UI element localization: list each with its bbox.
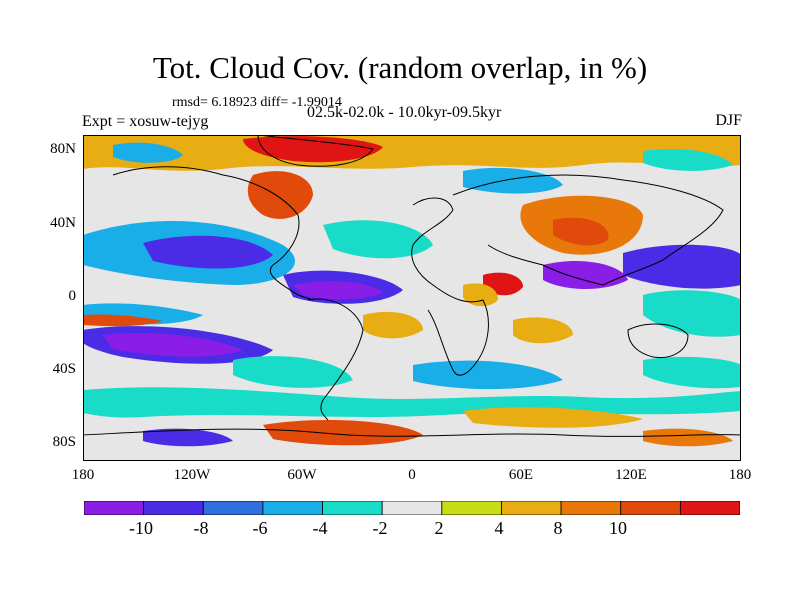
lat-label-80s: 80S [52,434,76,450]
coastlines [83,135,741,437]
lon-label-60w: 60W [287,467,317,483]
indian-ocean-orange [513,317,573,344]
lon-label-120w: 120W [173,467,211,483]
north-atlantic-cyan-patch [323,220,433,259]
colorbar-label: -2 [372,518,388,538]
season-label: DJF [715,112,742,129]
west-pacific-indigo-band [623,244,741,289]
colorbar-swatch [202,501,264,515]
colorbar-label: -8 [193,518,209,538]
greenland-coast [257,135,374,167]
lon-label-180e: 180 [728,467,752,483]
alaska-blue-patch [113,142,183,163]
cloud-cover-map [83,135,741,461]
colorbar-swatch [322,501,383,515]
colorbar-swatch [381,501,443,515]
lat-label-80n: 80N [50,141,76,157]
india-purple-patch [543,260,628,290]
stats-text: rmsd= 6.18923 diff= -1.99014 [172,95,342,110]
ne-siberia-cyan-patch [643,148,733,171]
colorbar-swatch [679,501,740,515]
colorbar-label: 2 [434,518,444,538]
colorbar-swatch [501,501,562,515]
colorbar-swatch [620,501,681,515]
atlantic-tropical-purple [293,281,383,300]
colorbar-label: 4 [494,518,504,538]
colorbar-label: -6 [252,518,268,538]
antarctic-indigo-patch [143,428,233,447]
siberia-blue-patch [463,167,563,194]
colorbar-label: 8 [553,518,563,538]
east-antarctic-orange [643,428,733,447]
colorbar-label: -10 [129,518,153,538]
colorbar [84,501,740,515]
lon-label-120e: 120E [615,467,647,483]
asia-red-core [553,217,609,246]
period-label: 02.5k-02.0k - 10.0kyr-09.5kyr [307,104,502,121]
colorbar-swatch [143,501,204,515]
colorbar-swatch [560,501,622,515]
lat-label-40s: 40S [52,361,76,377]
tasman-cyan [643,356,741,389]
lat-label-eq: 0 [68,288,77,304]
asia-coast [452,174,724,286]
lat-label-40n: 40N [50,215,76,231]
canada-red-patch [247,171,313,219]
africa-europe-coast [411,197,489,376]
colorbar-swatch [262,501,323,515]
south-indian-blue [413,360,563,390]
colorbar-swatch [84,501,145,515]
antarctica-coast [83,428,741,437]
south-pacific-purple-core [103,332,243,357]
south-atlantic-orange [363,311,423,339]
map-frame [83,135,741,461]
lon-label-0: 0 [408,467,416,483]
colorbar-label: -4 [312,518,328,538]
lon-label-60e: 60E [508,467,534,483]
north-pacific-indigo-core [143,235,273,269]
antarctic-red-patch [263,420,423,446]
antarctic-orange-band [463,407,643,428]
map-title: Tot. Cloud Cov. (random overlap, in %) [152,50,648,85]
greenland-red-patch [243,136,383,163]
east-africa-orange [463,283,498,307]
south-atlantic-cyan [233,356,353,388]
australia-coast [627,323,689,359]
anomaly-field [83,135,741,461]
south-america-coast [307,298,364,421]
north-america-coast [112,166,314,301]
lon-label-180w: 180 [71,467,95,483]
experiment-label: Expt = xosuw-tejyg [82,113,209,130]
colorbar-swatch [441,501,502,515]
pacific-red-streak [83,314,163,327]
colorbar-label: 10 [609,518,627,538]
